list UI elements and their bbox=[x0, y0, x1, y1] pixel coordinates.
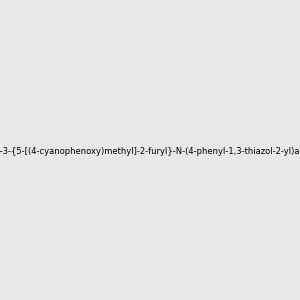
Text: 2-cyano-3-{5-[(4-cyanophenoxy)methyl]-2-furyl}-N-(4-phenyl-1,3-thiazol-2-yl)acry: 2-cyano-3-{5-[(4-cyanophenoxy)methyl]-2-… bbox=[0, 147, 300, 156]
